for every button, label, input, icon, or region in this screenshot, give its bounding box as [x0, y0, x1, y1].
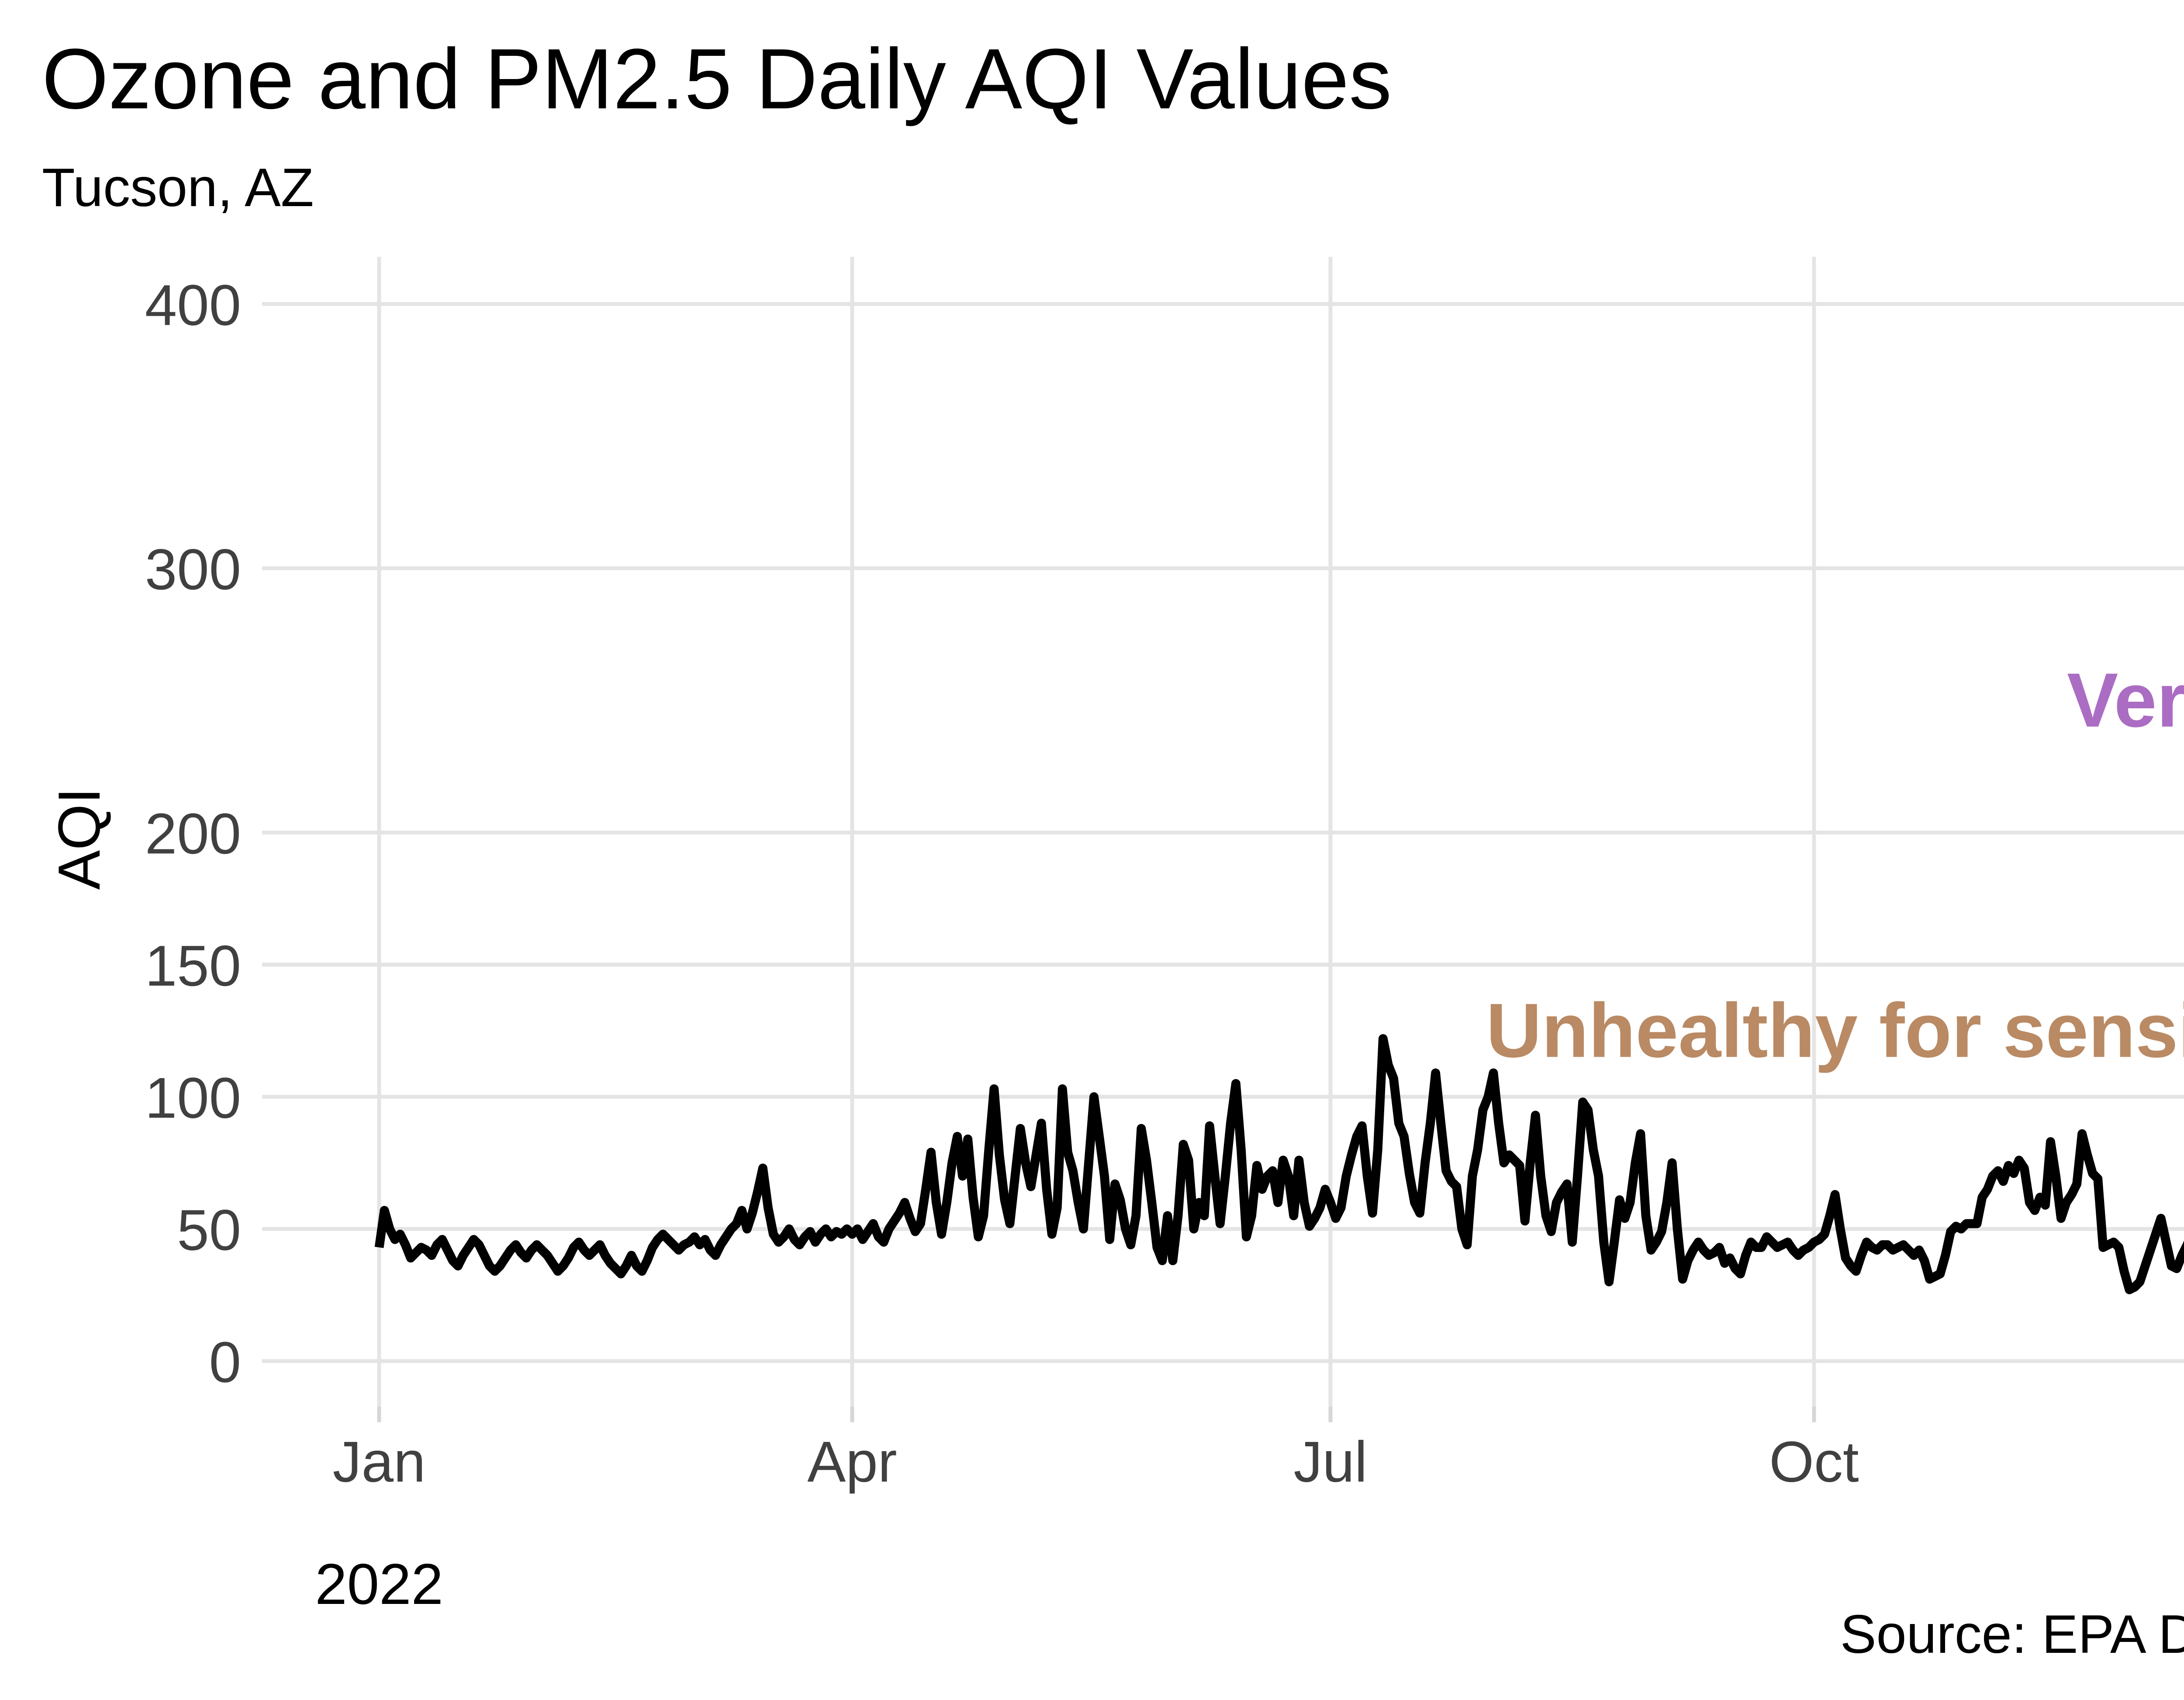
year-label-2022: 2022	[315, 1552, 443, 1616]
aqi-trend-line	[374, 1034, 2184, 1294]
aqi-band-labels: GoodModerateUnhealthy for sensitive grou…	[1486, 658, 2184, 1073]
axis-labels-layer: 050100150200300400JanAprJulOctJan	[145, 272, 1859, 1494]
y-tick-label-200: 200	[145, 801, 241, 866]
aqi-band-label-unhealthy-for-sensitive-groups: Unhealthy for sensitive groups	[1486, 988, 2184, 1073]
ticks-layer	[377, 1406, 1816, 1422]
x-tick-label-Apr-1: Apr	[807, 1429, 897, 1494]
y-tick-label-0: 0	[209, 1330, 241, 1394]
y-tick-label-400: 400	[145, 272, 241, 337]
x-tick-label-Jul-2: Jul	[1294, 1429, 1368, 1494]
data-line-layer	[374, 1034, 2184, 1294]
chart-title: Ozone and PM2.5 Daily AQI Values	[42, 31, 1392, 127]
y-tick-label-100: 100	[145, 1066, 241, 1130]
chart-subtitle: Tucson, AZ	[42, 158, 314, 218]
gridlines-layer	[262, 257, 2184, 1407]
x-tick-label-Jan-0: Jan	[333, 1429, 426, 1494]
y-tick-label-50: 50	[177, 1197, 241, 1262]
source-note: Source: EPA Daily Air Quality Tracker	[1840, 1604, 2184, 1665]
y-tick-label-150: 150	[145, 933, 241, 998]
aqi-band-label-very-unhealthy: Very unhealthy	[2067, 658, 2184, 743]
x-tick-label-Oct-3: Oct	[1769, 1429, 1859, 1494]
y-axis-title: AQI	[46, 787, 112, 890]
y-tick-label-300: 300	[145, 537, 241, 601]
